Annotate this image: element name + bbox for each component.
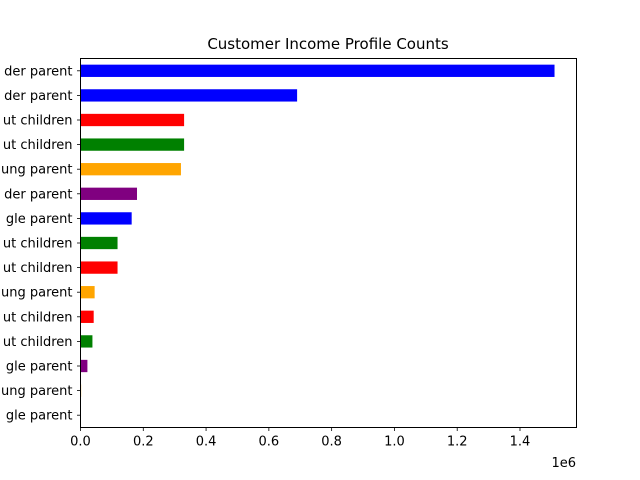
bar: [80, 113, 185, 127]
y-tick-label: der parent: [4, 89, 72, 104]
y-axis: der parent der parent ut children ut childr…: [1, 64, 81, 424]
x-tick-label: 0.4: [196, 435, 217, 450]
x-tick-label: 0.8: [321, 435, 342, 450]
y-tick-label: ung parent: [1, 384, 72, 399]
y-tick-label: der parent: [4, 187, 72, 202]
bar: [80, 138, 185, 151]
bar: [80, 236, 118, 250]
y-tick-label: der parent: [4, 64, 72, 79]
x-tick-label: 1.2: [447, 435, 468, 450]
bar: [80, 359, 88, 373]
bar: [80, 89, 298, 102]
x-tick-label: 0.6: [259, 435, 280, 450]
y-tick-label: ut children: [3, 114, 73, 129]
y-tick-label: ung parent: [1, 163, 72, 178]
y-tick-label: ut children: [3, 138, 73, 153]
bar: [80, 286, 95, 299]
bar: [80, 261, 118, 274]
bar: [80, 163, 181, 176]
bar: [80, 212, 132, 225]
y-tick-label: ut children: [3, 261, 73, 276]
x-tick-label: 1.0: [384, 435, 405, 450]
y-tick-label: ut children: [3, 335, 73, 350]
y-tick-label: ut children: [3, 237, 73, 252]
y-tick-label: ung parent: [1, 286, 72, 301]
x-tick-label: 1.4: [510, 435, 531, 450]
y-tick-label: gle parent: [6, 212, 73, 227]
x-axis-offset-label: 1e6: [551, 456, 576, 471]
x-tick-label: 0.0: [70, 435, 91, 450]
bar: [80, 310, 94, 323]
x-tick-label: 0.2: [133, 435, 154, 450]
y-tick-label: gle parent: [6, 360, 73, 375]
y-tick-label: ut children: [3, 310, 73, 325]
bar: [80, 335, 93, 348]
plot-frame: [80, 58, 577, 428]
chart-title: Customer Income Profile Counts: [207, 35, 449, 53]
bar: [80, 187, 138, 200]
x-axis: 0.0 0.2 0.4 0.6 0.8 1.0 1.2 1.4: [70, 427, 531, 450]
y-tick-label: gle parent: [6, 409, 73, 424]
bar: [80, 64, 555, 77]
bars-layer: [80, 64, 555, 422]
